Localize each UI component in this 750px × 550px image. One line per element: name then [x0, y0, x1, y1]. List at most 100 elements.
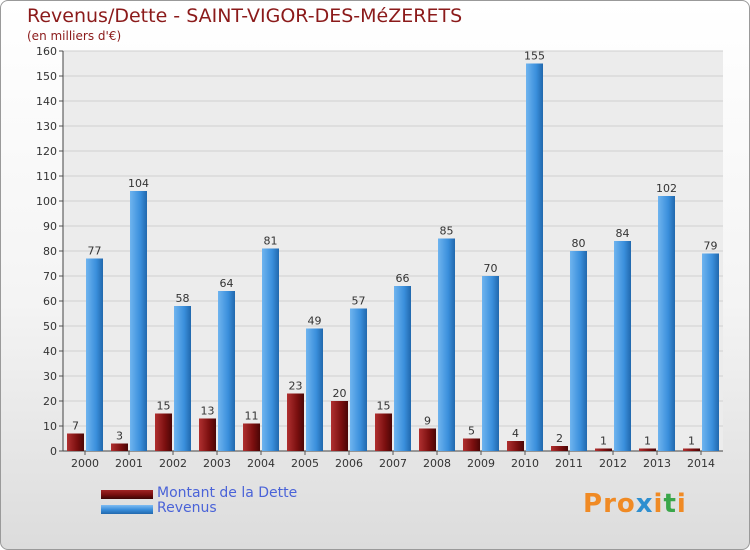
- x-tick-label-2008: 2008: [423, 457, 451, 470]
- bar-debt-2003: [199, 418, 216, 451]
- label-debt-2014: 1: [688, 435, 695, 448]
- bar-debt-2002: [155, 413, 172, 451]
- x-tick-label-2014: 2014: [687, 457, 715, 470]
- bar-revenue-2006: [350, 308, 367, 451]
- legend-swatch-revenue: [101, 505, 153, 514]
- label-revenue-2010: 155: [524, 50, 545, 63]
- bar-revenue-2012: [614, 241, 631, 451]
- bar-revenue-2000: [86, 258, 103, 451]
- y-tick-label-20: 20: [43, 395, 57, 408]
- bar-debt-2006: [331, 401, 348, 451]
- y-tick-label-150: 150: [36, 70, 57, 83]
- label-revenue-2006: 57: [352, 295, 366, 308]
- legend-label-revenue: Revenus: [157, 500, 217, 516]
- legend-swatch-debt: [101, 490, 153, 499]
- y-tick-label-120: 120: [36, 145, 57, 158]
- proxiti-logo: Proxiti: [583, 489, 687, 519]
- chart-subtitle: (en milliers d'€): [27, 29, 122, 43]
- bar-debt-2009: [463, 438, 480, 451]
- bar-revenue-2008: [438, 238, 455, 451]
- bar-revenue-2005: [306, 328, 323, 451]
- label-revenue-2011: 80: [572, 237, 586, 250]
- x-tick-label-2005: 2005: [291, 457, 319, 470]
- y-tick-label-10: 10: [43, 420, 57, 433]
- bar-revenue-2014: [702, 253, 719, 451]
- label-revenue-2012: 84: [616, 227, 630, 240]
- label-revenue-2009: 70: [484, 262, 498, 275]
- label-revenue-2000: 77: [88, 245, 102, 258]
- bar-debt-2010: [507, 441, 524, 451]
- bar-debt-2001: [111, 443, 128, 451]
- x-tick-label-2006: 2006: [335, 457, 363, 470]
- y-tick-label-110: 110: [36, 170, 57, 183]
- label-debt-2003: 13: [201, 405, 215, 418]
- y-tick-label-140: 140: [36, 95, 57, 108]
- x-tick-label-2013: 2013: [643, 457, 671, 470]
- bar-debt-2014: [683, 448, 700, 451]
- chart-title: Revenus/Dette - SAINT-VIGOR-DES-MéZERETS: [27, 5, 463, 27]
- y-tick-label-100: 100: [36, 195, 57, 208]
- y-tick-label-30: 30: [43, 370, 57, 383]
- x-tick-label-2003: 2003: [203, 457, 231, 470]
- label-debt-2002: 15: [157, 400, 171, 413]
- bar-revenue-2010: [526, 63, 543, 451]
- label-debt-2012: 1: [600, 435, 607, 448]
- bar-revenue-2013: [658, 196, 675, 451]
- bar-debt-2012: [595, 448, 612, 451]
- bar-revenue-2009: [482, 276, 499, 451]
- label-debt-2000: 7: [72, 420, 79, 433]
- label-revenue-2013: 102: [656, 182, 677, 195]
- x-tick-label-2002: 2002: [159, 457, 187, 470]
- label-revenue-2005: 49: [308, 315, 322, 328]
- bar-revenue-2004: [262, 248, 279, 451]
- label-revenue-2007: 66: [396, 272, 410, 285]
- bar-debt-2004: [243, 423, 260, 451]
- x-tick-label-2001: 2001: [115, 457, 143, 470]
- label-debt-2004: 11: [245, 410, 259, 423]
- y-tick-label-50: 50: [43, 320, 57, 333]
- bar-revenue-2011: [570, 251, 587, 451]
- y-tick-label-80: 80: [43, 245, 57, 258]
- x-tick-label-2000: 2000: [71, 457, 99, 470]
- y-tick-label-70: 70: [43, 270, 57, 283]
- label-debt-2011: 2: [556, 432, 563, 445]
- label-debt-2006: 20: [333, 387, 347, 400]
- x-tick-label-2012: 2012: [599, 457, 627, 470]
- x-tick-label-2009: 2009: [467, 457, 495, 470]
- label-revenue-2003: 64: [220, 277, 234, 290]
- y-tick-label-160: 160: [36, 45, 57, 58]
- bar-revenue-2003: [218, 291, 235, 451]
- bar-debt-2008: [419, 428, 436, 451]
- label-debt-2009: 5: [468, 425, 475, 438]
- x-tick-label-2007: 2007: [379, 457, 407, 470]
- bar-revenue-2002: [174, 306, 191, 451]
- label-debt-2013: 1: [644, 435, 651, 448]
- y-tick-label-130: 130: [36, 120, 57, 133]
- x-tick-label-2004: 2004: [247, 457, 275, 470]
- label-revenue-2001: 104: [128, 177, 149, 190]
- label-revenue-2002: 58: [176, 292, 190, 305]
- bar-debt-2013: [639, 448, 656, 451]
- legend-label-debt: Montant de la Dette: [157, 485, 298, 501]
- label-debt-2007: 15: [377, 400, 391, 413]
- label-debt-2008: 9: [424, 415, 431, 428]
- bar-debt-2011: [551, 446, 568, 451]
- y-tick-label-40: 40: [43, 345, 57, 358]
- y-tick-label-60: 60: [43, 295, 57, 308]
- y-tick-label-90: 90: [43, 220, 57, 233]
- label-debt-2010: 4: [512, 427, 519, 440]
- label-debt-2001: 3: [116, 430, 123, 443]
- label-revenue-2004: 81: [264, 235, 278, 248]
- y-tick-label-0: 0: [50, 445, 57, 458]
- x-tick-label-2010: 2010: [511, 457, 539, 470]
- bar-revenue-2007: [394, 286, 411, 451]
- bar-debt-2007: [375, 413, 392, 451]
- label-debt-2005: 23: [289, 380, 303, 393]
- bar-debt-2005: [287, 393, 304, 451]
- bar-debt-2000: [67, 433, 84, 451]
- label-revenue-2014: 79: [704, 240, 718, 253]
- label-revenue-2008: 85: [440, 225, 454, 238]
- x-tick-label-2011: 2011: [555, 457, 583, 470]
